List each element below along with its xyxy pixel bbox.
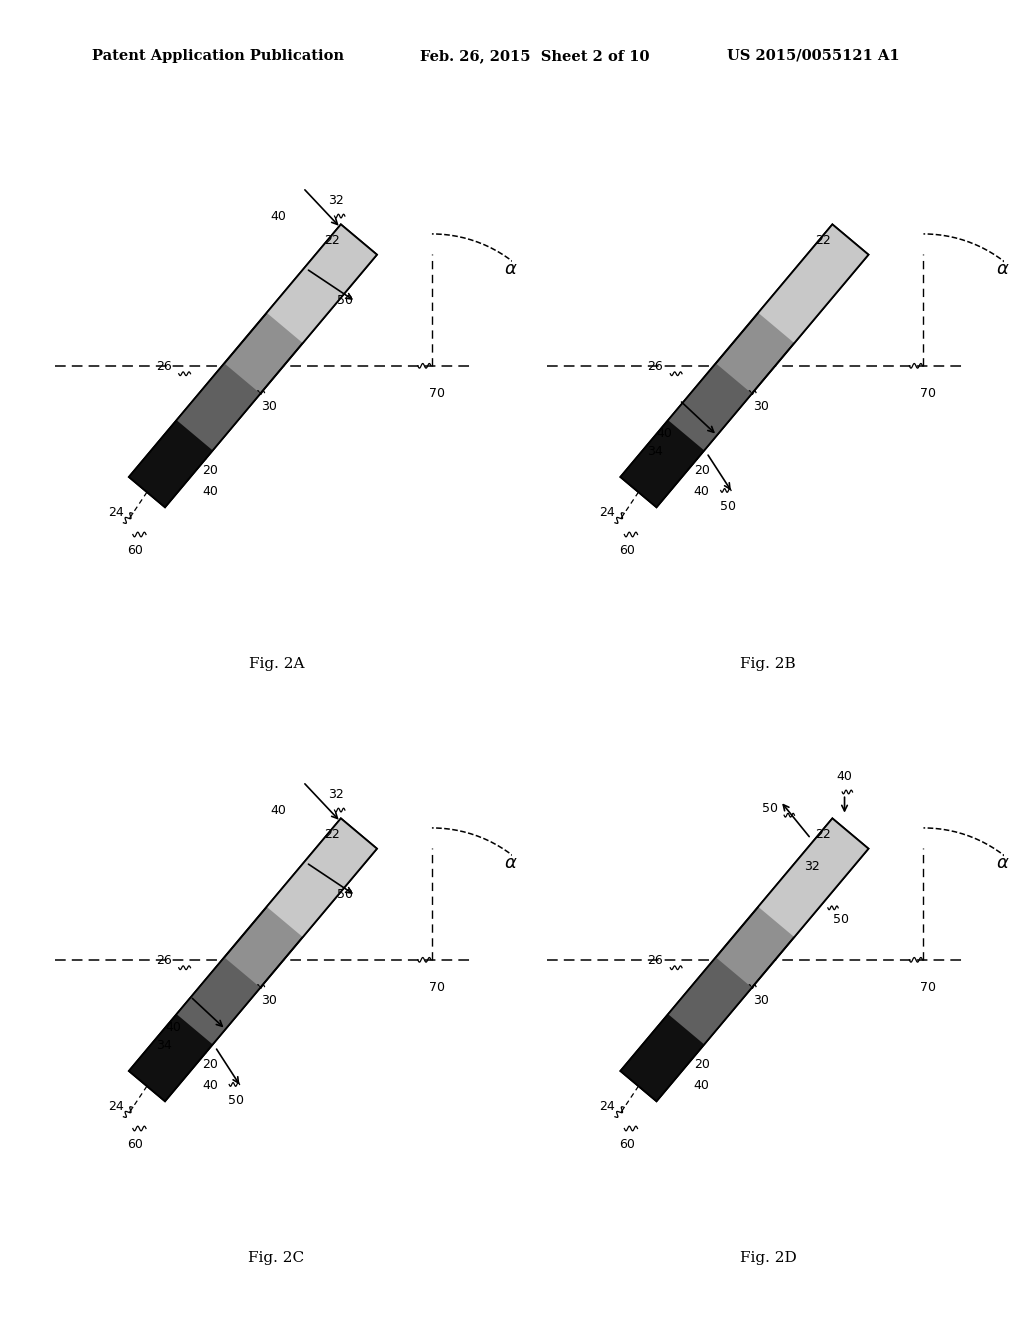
Text: 40: 40: [270, 804, 287, 817]
Polygon shape: [758, 224, 868, 343]
Text: Fig. 2A: Fig. 2A: [249, 657, 304, 672]
Text: 24: 24: [108, 507, 124, 519]
Polygon shape: [129, 1014, 213, 1101]
Text: 22: 22: [815, 828, 831, 841]
Text: 20: 20: [694, 1057, 710, 1071]
Text: Fig. 2B: Fig. 2B: [740, 657, 796, 672]
Text: 26: 26: [156, 954, 172, 968]
Text: Fig. 2C: Fig. 2C: [249, 1251, 304, 1266]
Text: 50: 50: [762, 801, 778, 814]
Polygon shape: [621, 1014, 705, 1101]
Text: 50: 50: [720, 500, 736, 513]
Text: 22: 22: [324, 828, 340, 841]
Text: 24: 24: [599, 1101, 615, 1113]
Polygon shape: [129, 818, 377, 1101]
Text: 40: 40: [165, 1020, 181, 1034]
Text: 50: 50: [337, 888, 352, 902]
Text: 24: 24: [599, 507, 615, 519]
Text: 24: 24: [108, 1101, 124, 1113]
Text: $\alpha$: $\alpha$: [505, 260, 518, 277]
Text: 30: 30: [753, 994, 769, 1007]
Text: $\alpha$: $\alpha$: [996, 854, 1010, 871]
Text: Patent Application Publication: Patent Application Publication: [92, 49, 344, 63]
Text: 32: 32: [328, 788, 344, 801]
Text: 40: 40: [837, 770, 852, 783]
Text: 26: 26: [647, 954, 664, 968]
Text: 32: 32: [804, 861, 820, 873]
Text: 34: 34: [647, 445, 664, 458]
Text: 70: 70: [921, 387, 936, 400]
Text: 26: 26: [156, 360, 172, 374]
Polygon shape: [266, 818, 377, 937]
Text: 50: 50: [833, 912, 849, 925]
Text: Feb. 26, 2015  Sheet 2 of 10: Feb. 26, 2015 Sheet 2 of 10: [420, 49, 649, 63]
Text: 40: 40: [270, 210, 287, 223]
Text: 26: 26: [647, 360, 664, 374]
Text: 50: 50: [337, 294, 352, 308]
Text: 40: 40: [203, 484, 218, 498]
Polygon shape: [129, 957, 260, 1101]
Polygon shape: [129, 420, 213, 507]
Text: Fig. 2D: Fig. 2D: [739, 1251, 797, 1266]
Text: 40: 40: [656, 426, 673, 440]
Text: 60: 60: [127, 1138, 143, 1151]
Text: $\alpha$: $\alpha$: [996, 260, 1010, 277]
Polygon shape: [621, 420, 705, 507]
Text: 40: 40: [203, 1078, 218, 1092]
Text: 70: 70: [429, 387, 444, 400]
Text: 20: 20: [203, 463, 218, 477]
Polygon shape: [129, 363, 260, 507]
Polygon shape: [266, 224, 377, 343]
Text: 60: 60: [127, 544, 143, 557]
Text: 30: 30: [261, 994, 278, 1007]
Text: 50: 50: [228, 1094, 245, 1107]
Text: 22: 22: [815, 234, 831, 247]
Text: 30: 30: [753, 400, 769, 413]
Text: 20: 20: [203, 1057, 218, 1071]
Text: 32: 32: [328, 194, 344, 207]
Text: 60: 60: [618, 1138, 635, 1151]
Text: 20: 20: [694, 463, 710, 477]
Polygon shape: [621, 363, 752, 507]
Text: US 2015/0055121 A1: US 2015/0055121 A1: [727, 49, 900, 63]
Text: 40: 40: [694, 484, 710, 498]
Polygon shape: [129, 224, 377, 507]
Polygon shape: [621, 224, 868, 507]
Text: 30: 30: [261, 400, 278, 413]
Polygon shape: [758, 818, 868, 937]
Text: 40: 40: [694, 1078, 710, 1092]
Text: 70: 70: [921, 981, 936, 994]
Polygon shape: [621, 957, 752, 1101]
Text: 70: 70: [429, 981, 444, 994]
Text: 34: 34: [156, 1039, 172, 1052]
Text: 22: 22: [324, 234, 340, 247]
Text: 60: 60: [618, 544, 635, 557]
Text: $\alpha$: $\alpha$: [505, 854, 518, 871]
Polygon shape: [621, 818, 868, 1101]
